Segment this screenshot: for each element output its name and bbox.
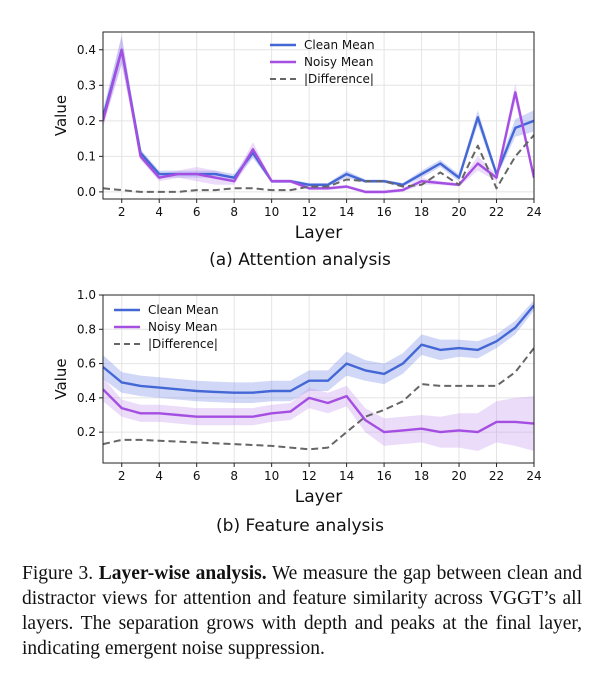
- x-tick-label: 2: [118, 469, 126, 483]
- x-tick-label: 16: [376, 469, 391, 483]
- y-axis-label: Value: [52, 358, 70, 399]
- x-tick-label: 24: [526, 205, 541, 219]
- legend-label-0: Clean Mean: [148, 303, 219, 317]
- x-axis-label: Layer: [295, 487, 342, 507]
- legend-label-2: |Difference|: [148, 337, 218, 351]
- x-tick-label: 4: [155, 469, 163, 483]
- x-tick-label: 2: [118, 205, 126, 219]
- feature-chart: 2 4 6 8 10 12 14 16 18 20 22 240.20.40.60.81.0Layer…: [52, 288, 542, 507]
- y-axis-label: Value: [52, 95, 70, 136]
- series-line-2: [103, 134, 534, 193]
- x-tick-label: 12: [301, 469, 316, 483]
- series-band-0: [103, 300, 534, 403]
- attention-chart: 2 4 6 8 10 12 14 16 18 20 22 240.00.10.20.30.4Layer…: [52, 31, 542, 243]
- y-tick-label: 1.0: [77, 288, 96, 302]
- y-tick-label: 0.1: [77, 149, 96, 163]
- legend-label-0: Clean Mean: [304, 38, 375, 52]
- y-tick-label: 0.4: [77, 43, 96, 57]
- series-line-0: [103, 304, 534, 394]
- x-tick-label: 22: [489, 205, 504, 219]
- plot-frame: [102, 294, 535, 464]
- x-tick-label: 10: [264, 469, 279, 483]
- feature-subtitle: (b) Feature analysis: [216, 516, 384, 536]
- caption-title: Layer-wise analysis.: [98, 563, 267, 584]
- y-tick-label: 0.0: [77, 185, 96, 199]
- x-tick-label: 20: [451, 469, 466, 483]
- y-tick-label: 0.2: [77, 114, 96, 128]
- y-tick-label: 0.8: [77, 322, 96, 336]
- series-line-1: [103, 48, 534, 194]
- x-tick-label: 6: [193, 469, 201, 483]
- y-tick-label: 0.4: [77, 391, 96, 405]
- figure-canvas: 2 4 6 8 10 12 14 16 18 20 22 240.00.10.20.30.4Layer…: [52, 31, 542, 507]
- x-tick-label: 12: [301, 205, 316, 219]
- legend: Clean Mean Noisy Mean |Difference|: [114, 303, 219, 351]
- x-tick-label: 18: [414, 205, 429, 219]
- y-tick-label: 0.2: [77, 425, 96, 439]
- x-tick-label: 8: [230, 469, 238, 483]
- legend-label-1: Noisy Mean: [304, 55, 374, 69]
- plot-frame: [102, 31, 535, 200]
- x-tick-label: 24: [526, 469, 541, 483]
- x-tick-label: 16: [376, 205, 391, 219]
- legend: Clean Mean Noisy Mean |Difference|: [270, 38, 375, 86]
- legend-label-1: Noisy Mean: [148, 320, 218, 334]
- y-tick-label: 0.3: [77, 78, 96, 92]
- caption-text: We measure the gap between clean and dis…: [22, 563, 582, 659]
- x-tick-label: 22: [489, 469, 504, 483]
- figure-caption: Figure 3. Layer-wise analysis. We measur…: [22, 561, 582, 661]
- attention-subtitle: (a) Attention analysis: [209, 250, 391, 270]
- x-tick-label: 14: [339, 469, 354, 483]
- x-tick-label: 14: [339, 205, 354, 219]
- series-band-1: [103, 377, 534, 451]
- x-axis-label: Layer: [295, 223, 342, 243]
- x-tick-label: 8: [230, 205, 238, 219]
- x-tick-label: 10: [264, 205, 279, 219]
- series-line-1: [103, 388, 534, 434]
- x-tick-label: 4: [155, 205, 163, 219]
- series-line-2: [103, 347, 534, 451]
- caption-figure-label: Figure 3.: [22, 563, 94, 584]
- x-tick-label: 18: [414, 469, 429, 483]
- x-tick-label: 6: [193, 205, 201, 219]
- y-tick-label: 0.6: [77, 357, 96, 371]
- legend-label-2: |Difference|: [304, 72, 374, 86]
- x-tick-label: 20: [451, 205, 466, 219]
